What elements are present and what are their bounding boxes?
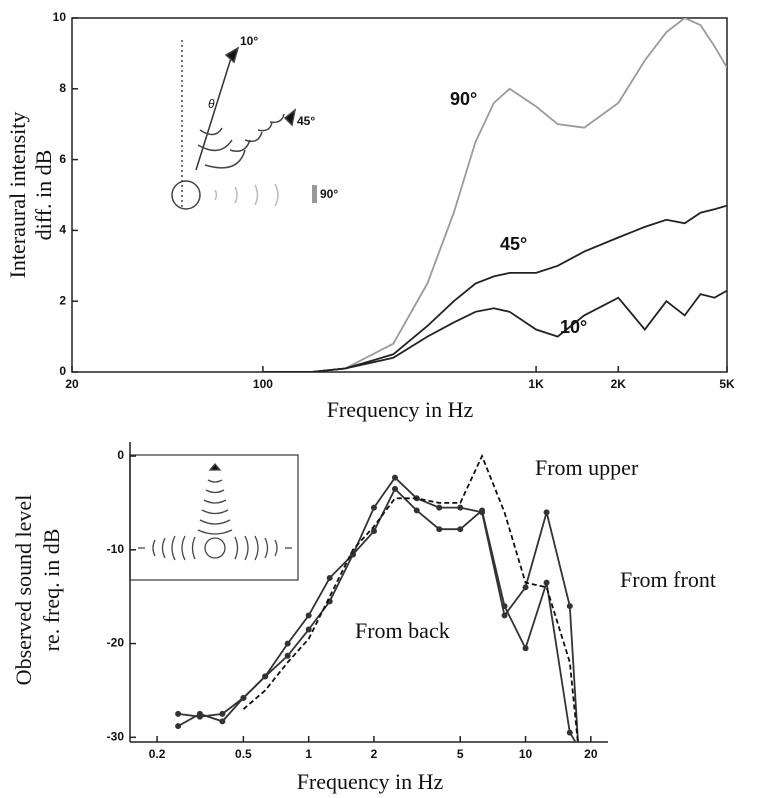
y-tick-label: 8: [59, 81, 66, 95]
data-point: [326, 574, 333, 581]
data-point: [391, 485, 398, 492]
series-label: From front: [620, 567, 716, 592]
data-point: [457, 504, 464, 511]
x-tick-label: 0.2: [149, 747, 166, 761]
y-tick-label: 6: [59, 152, 66, 166]
x-tick-label: 2: [371, 747, 378, 761]
data-point: [479, 507, 486, 514]
data-point: [522, 584, 529, 591]
y-tick-label: 0: [59, 364, 66, 378]
x-tick-label: 5K: [719, 377, 735, 391]
data-point: [175, 710, 182, 717]
series-label: From upper: [535, 455, 639, 480]
y-axis-label: Interaural intensity: [5, 112, 30, 279]
data-point: [219, 718, 226, 725]
data-line: [262, 289, 727, 372]
y-tick-label: 0: [117, 448, 124, 462]
inset-label: 90°: [320, 187, 338, 201]
y-axis-label: re. freq. in dB: [39, 529, 64, 652]
x-tick-label: 20: [65, 377, 79, 391]
data-point: [219, 710, 226, 717]
inset-label: 45°: [297, 114, 315, 128]
data-point: [457, 526, 464, 533]
data-point: [262, 673, 269, 680]
data-line: [242, 453, 579, 742]
data-point: [575, 744, 581, 750]
plot-frame: [71, 17, 728, 373]
data-point: [522, 645, 529, 652]
series-label: From back: [355, 618, 450, 643]
x-tick-label: 1K: [528, 377, 544, 391]
data-line: [262, 18, 727, 372]
data-point: [543, 579, 550, 586]
series-label: 90°: [450, 89, 477, 109]
x-tick-label: 5: [457, 747, 464, 761]
y-tick-label: 4: [59, 223, 66, 237]
data-point: [175, 723, 182, 730]
data-point: [305, 612, 312, 619]
data-point: [543, 509, 550, 516]
data-point: [305, 626, 312, 633]
data-point: [566, 729, 573, 736]
x-axis-label: Frequency in Hz: [297, 769, 444, 794]
y-axis-label: diff. in dB: [31, 150, 56, 241]
x-tick-label: 100: [253, 377, 273, 391]
y-axis-label: Observed sound level: [11, 495, 36, 686]
y-tick-label: 10: [53, 10, 67, 24]
series-label: 10°: [560, 317, 587, 337]
data-line: [262, 204, 727, 372]
data-point: [370, 528, 377, 535]
data-point: [436, 526, 443, 533]
inset-diagram: [129, 454, 299, 581]
data-point: [284, 652, 291, 659]
inset-label: θ: [208, 97, 215, 111]
data-point: [436, 504, 443, 511]
data-point: [501, 603, 508, 610]
x-axis-label: Frequency in Hz: [327, 397, 474, 422]
data-point: [391, 474, 398, 481]
y-tick-label: -30: [107, 729, 125, 743]
x-tick-label: 1: [305, 747, 312, 761]
y-tick-label: -20: [107, 636, 125, 650]
x-tick-label: 0.5: [235, 747, 252, 761]
data-point: [196, 710, 203, 717]
series-label: 45°: [500, 234, 527, 254]
inset-diagram: [171, 40, 317, 210]
data-point: [240, 694, 247, 701]
data-point: [284, 640, 291, 647]
data-point: [413, 507, 420, 514]
x-tick-label: 10: [519, 747, 533, 761]
data-point: [370, 504, 377, 511]
data-line: [177, 476, 579, 742]
inset-label: 10°: [240, 34, 258, 48]
data-point: [575, 744, 581, 750]
x-tick-label: 2K: [611, 377, 627, 391]
y-tick-label: 2: [59, 293, 66, 307]
data-point: [501, 612, 508, 619]
x-tick-label: 20: [584, 747, 598, 761]
y-tick-label: -10: [107, 542, 125, 556]
data-point: [566, 603, 573, 610]
data-line: [177, 487, 577, 742]
